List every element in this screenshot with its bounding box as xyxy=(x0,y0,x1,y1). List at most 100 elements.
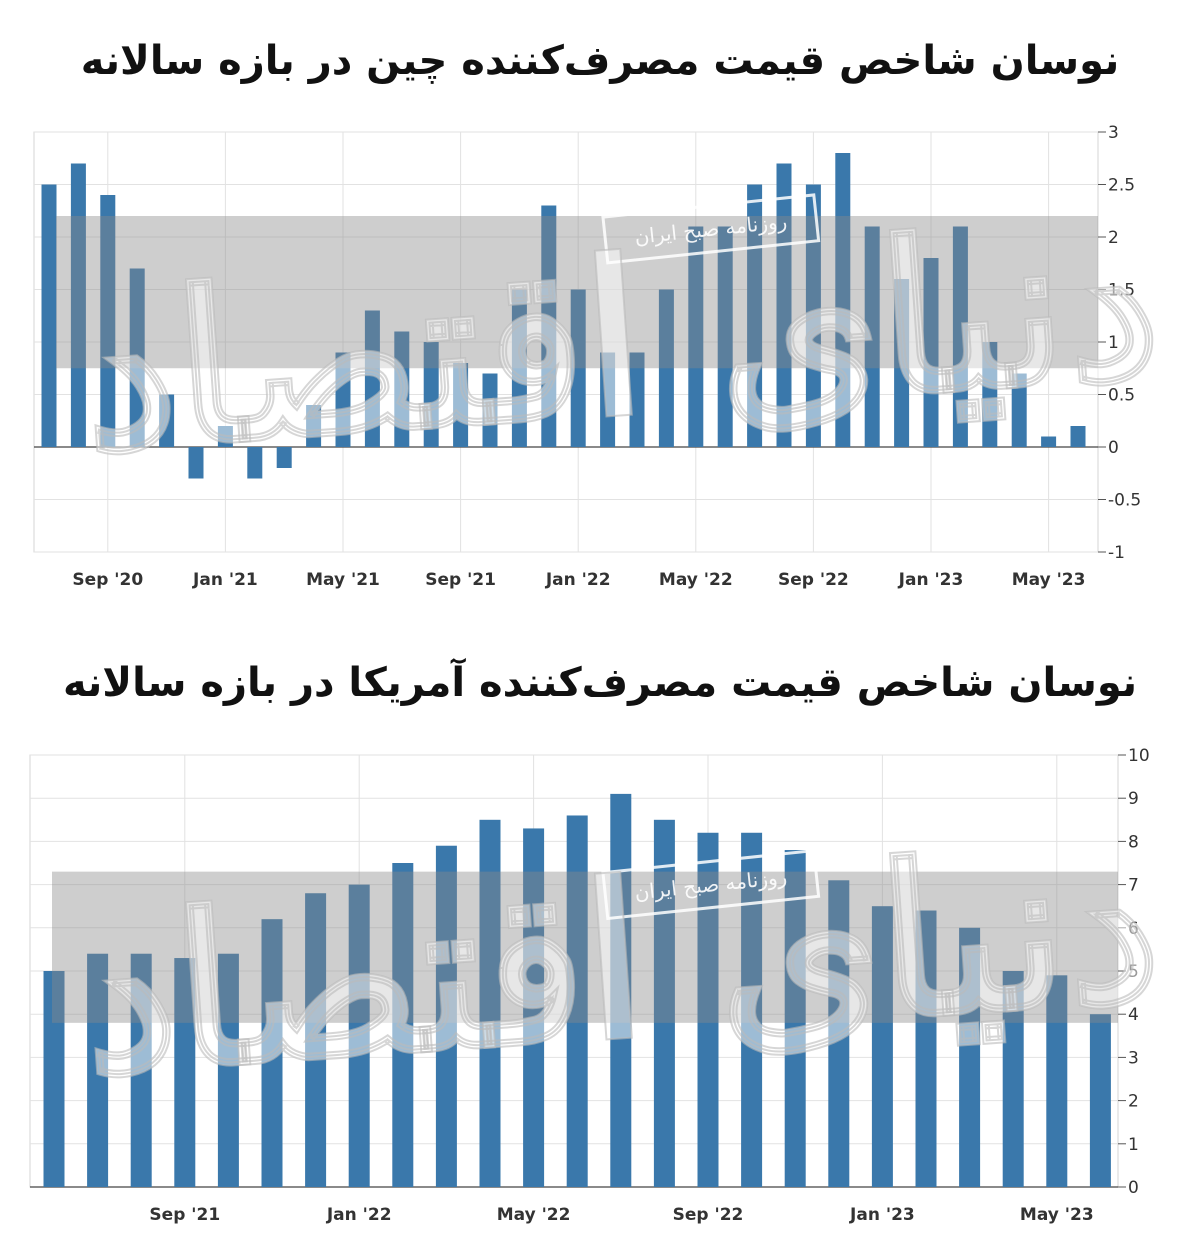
x-tick-label: Sep '21 xyxy=(149,1205,220,1225)
bar xyxy=(828,880,850,1187)
bar xyxy=(1011,373,1027,447)
bar xyxy=(130,953,152,1187)
bar xyxy=(306,405,322,447)
bar xyxy=(1002,971,1024,1187)
bar xyxy=(923,258,939,447)
y-tick-label: 4 xyxy=(1128,1005,1139,1025)
bar xyxy=(261,919,283,1187)
bar xyxy=(41,184,57,447)
bar xyxy=(247,447,263,479)
bar xyxy=(600,352,616,447)
bar xyxy=(276,447,292,468)
bar xyxy=(952,226,968,447)
bar xyxy=(335,352,351,447)
china-cpi-chart: 3 2.5 2 1.5 1 0.5 0 -0.5 -1 Sep '20 Jan '21 May '21… xyxy=(33,123,1168,590)
x-tick-label: Sep '21 xyxy=(425,570,496,590)
watermark-band xyxy=(52,871,1118,1023)
watermark-stamp-frame xyxy=(601,848,821,921)
y-tick-label: 10 xyxy=(1128,746,1150,766)
y-tick-label: 1 xyxy=(1128,1135,1139,1155)
bar xyxy=(959,927,981,1187)
bar xyxy=(566,815,588,1187)
x-tick-label: Jan '21 xyxy=(192,570,258,590)
bar xyxy=(129,268,145,447)
y-tick-label: 0 xyxy=(1128,1178,1139,1198)
bar xyxy=(392,863,414,1187)
bar xyxy=(835,153,851,447)
y-tick-label: 3 xyxy=(1128,1048,1139,1068)
chart-title-usa: نوسان شاخص قیمت مصرف‌کننده آمریکا در باز… xyxy=(63,660,1137,706)
bar xyxy=(423,342,439,447)
bar xyxy=(394,331,410,447)
y-tick-label: 0.5 xyxy=(1108,386,1135,406)
bar xyxy=(217,426,233,447)
x-tick-label: Jan '23 xyxy=(898,570,964,590)
bar xyxy=(482,373,498,447)
x-tick-label: Sep '20 xyxy=(72,570,143,590)
y-tick-label: 8 xyxy=(1128,832,1139,852)
x-tick-label: Jan '22 xyxy=(326,1205,392,1225)
bar xyxy=(100,195,116,447)
y-tick-label: 9 xyxy=(1128,789,1139,809)
bar xyxy=(717,226,733,447)
bar xyxy=(1070,426,1086,447)
x-tick-label: May '23 xyxy=(1020,1205,1094,1225)
bar xyxy=(776,163,792,447)
bar xyxy=(629,352,645,447)
y-tick-label: 2 xyxy=(1128,1092,1139,1112)
bar xyxy=(174,958,196,1187)
bar xyxy=(658,289,674,447)
bar xyxy=(479,819,501,1187)
y-tick-label: 2 xyxy=(1108,228,1119,248)
x-tick-label: May '22 xyxy=(659,570,733,590)
bar xyxy=(523,828,545,1187)
bar xyxy=(915,910,937,1187)
bar xyxy=(435,845,457,1187)
watermark-band xyxy=(56,216,1098,369)
bar xyxy=(87,953,109,1187)
y-tick-label: 5 xyxy=(1128,962,1139,982)
x-tick-label: Jan '23 xyxy=(849,1205,915,1225)
bar xyxy=(541,205,557,447)
bar xyxy=(784,850,806,1187)
y-tick-label: 2.5 xyxy=(1108,176,1135,196)
bar xyxy=(1041,436,1057,447)
x-tick-label: May '22 xyxy=(497,1205,571,1225)
bar xyxy=(364,310,380,447)
bar xyxy=(217,953,239,1187)
x-tick-label: May '21 xyxy=(306,570,380,590)
x-tick-label: Jan '22 xyxy=(545,570,611,590)
bar xyxy=(741,832,763,1187)
bar xyxy=(688,226,704,447)
bar xyxy=(1089,1014,1111,1187)
y-tick-label: 7 xyxy=(1128,876,1139,896)
bar xyxy=(894,279,910,447)
x-tick-label: Sep '22 xyxy=(673,1205,744,1225)
bar xyxy=(697,832,719,1187)
bar xyxy=(610,793,632,1187)
y-tick-label: -0.5 xyxy=(1108,491,1141,511)
y-tick-label: 1.5 xyxy=(1108,281,1135,301)
bar xyxy=(805,184,821,447)
y-tick-label: -1 xyxy=(1108,543,1125,563)
bar xyxy=(188,447,204,479)
bar xyxy=(570,289,586,447)
y-tick-label: 1 xyxy=(1108,333,1119,353)
y-tick-label: 0 xyxy=(1108,438,1119,458)
x-tick-label: Sep '22 xyxy=(778,570,849,590)
bar xyxy=(70,163,86,447)
bar xyxy=(871,906,893,1187)
bar xyxy=(305,893,327,1187)
bar xyxy=(1046,975,1068,1187)
bar xyxy=(43,971,65,1187)
bar xyxy=(747,184,763,447)
bar xyxy=(159,394,175,447)
bar xyxy=(982,342,998,447)
x-tick-label: May '23 xyxy=(1012,570,1086,590)
y-tick-label: 3 xyxy=(1108,123,1119,143)
bar xyxy=(864,226,880,447)
chart-title-china: نوسان شاخص قیمت مصرف‌کننده چین در بازه س… xyxy=(80,38,1120,84)
bar xyxy=(511,289,527,447)
bar xyxy=(348,884,370,1187)
y-tick-label: 6 xyxy=(1128,919,1139,939)
